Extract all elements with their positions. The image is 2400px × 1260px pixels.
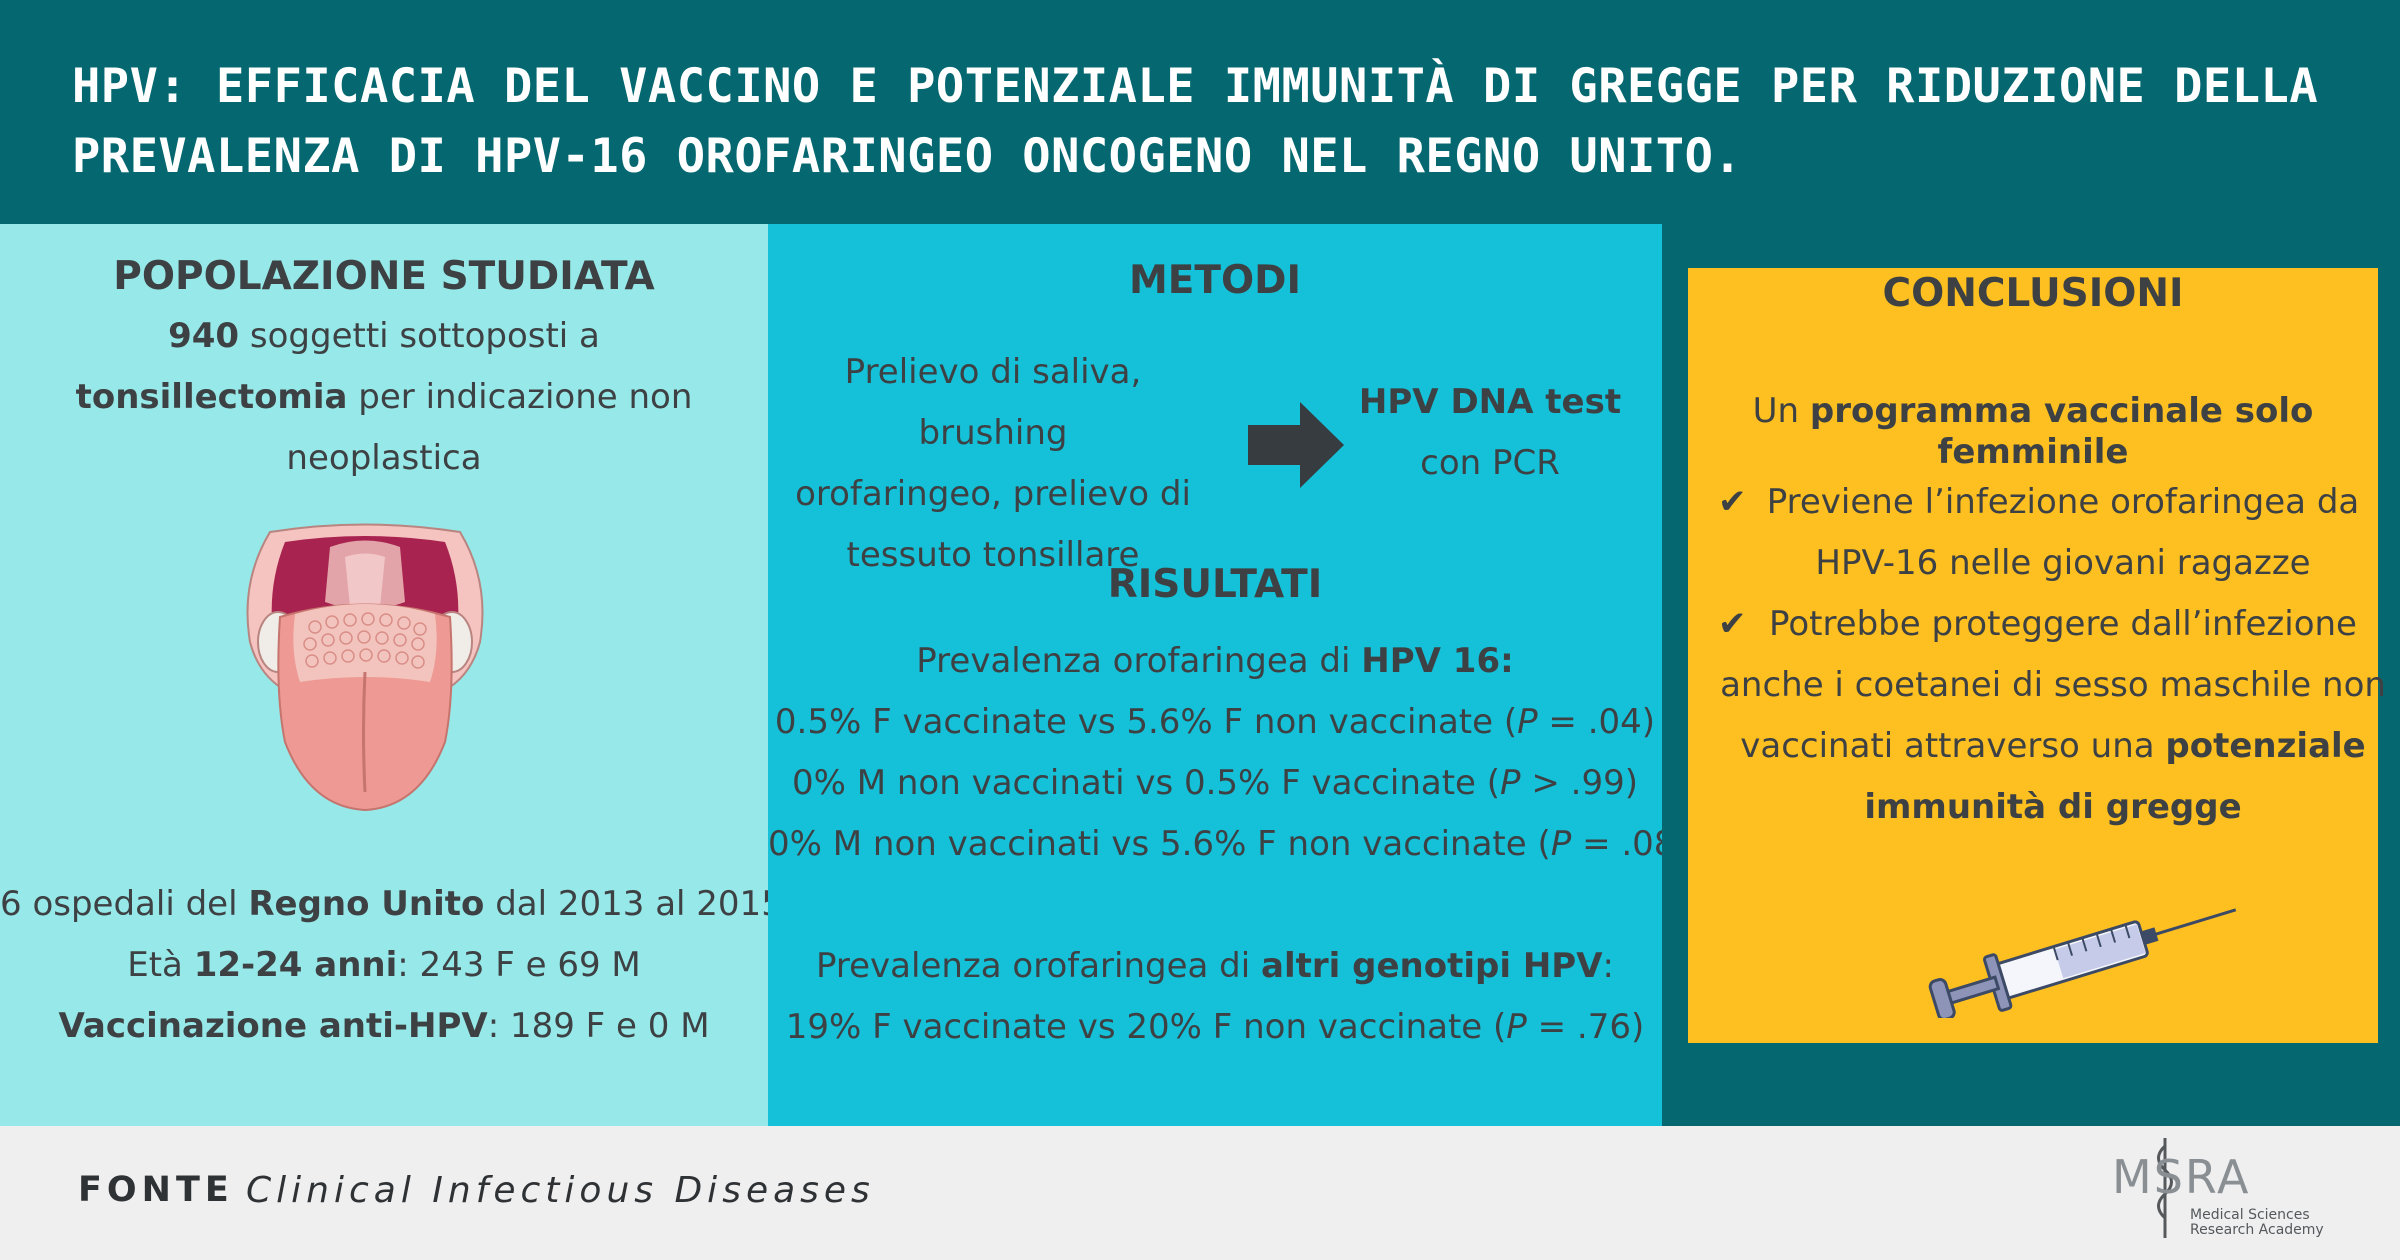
other-genotypes-label: Prevalenza orofaringea di altri genotipi… [768,946,1662,986]
conclusions-box: CONCLUSIONI Un programma vaccinale solo … [1688,268,2386,1043]
methods-heading: METODI [1128,258,1302,303]
sample-line: orofaringeo, prelievo di [795,474,1191,514]
other-text: Prevalenza orofaringea di [816,946,1262,986]
methods-samples: Prelievo di saliva, brushing orofaringeo… [788,342,1198,586]
age-range: 12-24 anni [193,945,398,985]
result-text: 19% F vaccinate vs 20% F non vaccinate ( [785,1007,1507,1047]
tongue-illustration [246,523,484,812]
vaccination-line: Vaccinazione anti-HPV: 189 F e 0 M [0,1006,768,1046]
vaccination-value: : 189 F e 0 M [487,1006,710,1046]
conclusion-1-line: HPV-16 nelle giovani ragazze [1815,543,2311,583]
other-bold: altri genotipi HPV [1261,946,1603,986]
p-value: = .76) [1526,1007,1645,1047]
subjects-text: soggetti sottoposti a [239,316,600,356]
source-journal: Clinical Infectious Diseases [246,1170,875,1211]
hospitals-text: 6 ospedali del [0,884,249,924]
age-breakdown: : 243 F e 69 M [397,945,641,985]
footer [0,1126,2400,1260]
result-text: 0% M non vaccinati vs 0.5% F vaccinate ( [791,763,1501,803]
age-label: Età [127,945,194,985]
p-symbol: P [1517,702,1538,742]
msra-sub-line: Research Academy [2190,1222,2324,1238]
population-subjects-line: 940 soggetti sottoposti a [0,316,768,356]
other-colon: : [1602,946,1614,986]
lead-bold-cont: femminile [1937,432,2129,472]
conclusion-2-line: Potrebbe proteggere dall’infezione [1769,604,2357,644]
source-label: FONTE [78,1170,234,1210]
p-symbol: P [1506,1007,1527,1047]
result-row: 0% M non vaccinati vs 0.5% F vaccinate (… [768,763,1662,803]
population-procedure-line: tonsillectomia per indicazione non [0,377,768,417]
page-title: HPV: EFFICACIA DEL VACCINO E POTENZIALE … [72,59,2319,184]
result-row: 0.5% F vaccinate vs 5.6% F non vaccinate… [768,702,1662,742]
msra-logo-subtitle: Medical Sciences Research Academy [2190,1208,2324,1238]
conclusion-2-line: anche i coetanei di sesso maschile non [1720,665,2386,705]
right-arrow-icon [1248,402,1344,488]
population-panel: POPOLAZIONE STUDIATA 940 soggetti sottop… [0,224,783,1126]
p-symbol: P [1500,763,1521,803]
conclusion-2-line: vaccinati attraverso una potenziale [1708,716,2398,777]
procedure-text: per indicazione non [347,377,693,417]
p-value: = .04) [1537,702,1656,742]
p-symbol: P [1550,824,1572,864]
hospitals-period: dal 2013 al 2015 [484,884,783,924]
conclusions-lead: Un programma vaccinale solo [1688,390,2378,432]
age-line: Età 12-24 anni: 243 F e 69 M [0,945,768,985]
hospitals-country: Regno Unito [248,884,485,924]
result-text: 0% M non vaccinati vs 5.6% F non vaccina… [768,824,1551,864]
conclusion-text: vaccinati attraverso una [1740,726,2166,766]
conclusion-1-line: Previene l’infezione orofaringea da [1766,482,2360,522]
procedure-name: tonsillectomia [75,377,348,417]
results-heading: RISULTATI [1107,562,1323,607]
test-method: con PCR [1420,443,1560,483]
header-banner: HPV: EFFICACIA DEL VACCINO E POTENZIALE … [0,0,2400,224]
check-icon: ✔ [1718,482,1747,522]
conclusion-2-line: immunità di gregge [1864,787,2242,827]
result-row: 19% F vaccinate vs 20% F non vaccinate (… [768,1007,1662,1047]
conclusions-heading: CONCLUSIONI [1882,271,2184,316]
check-icon: ✔ [1718,604,1747,644]
sample-line: tessuto tonsillare [846,535,1140,575]
lead-text: Un [1752,391,1810,431]
subject-count: 940 [168,316,240,356]
population-indication-line: neoplastica [286,438,482,478]
sample-line: Prelievo di saliva, brushing [844,352,1142,453]
hpv16-text: Prevalenza orofaringea di [916,641,1362,681]
test-name: HPV DNA test [1358,382,1622,422]
caduceus-logo-icon [2157,1138,2173,1238]
hospitals-line: 6 ospedali del Regno Unito dal 2013 al 2… [0,884,783,924]
methods-test: HPV DNA test con PCR [1340,372,1640,494]
msra-sub-line: Medical Sciences [2190,1207,2310,1223]
syringe-icon [1928,908,2237,1018]
msra-logo-text: MSRA [2112,1150,2251,1204]
methods-results-panel: METODI Prelievo di saliva, brushing orof… [768,224,1689,1126]
conclusion-bold: potenziale [2165,726,2366,766]
lead-bold: programma vaccinale solo [1809,391,2314,431]
vaccination-label: Vaccinazione anti-HPV [58,1006,488,1046]
result-text: 0.5% F vaccinate vs 5.6% F non vaccinate… [774,702,1518,742]
hpv16-label: Prevalenza orofaringea di HPV 16: [768,641,1662,681]
result-row: 0% M non vaccinati vs 5.6% F non vaccina… [768,824,1689,864]
hpv16-bold: HPV 16: [1361,641,1514,681]
population-heading: POPOLAZIONE STUDIATA [113,254,655,299]
p-value: > .99) [1520,763,1638,803]
